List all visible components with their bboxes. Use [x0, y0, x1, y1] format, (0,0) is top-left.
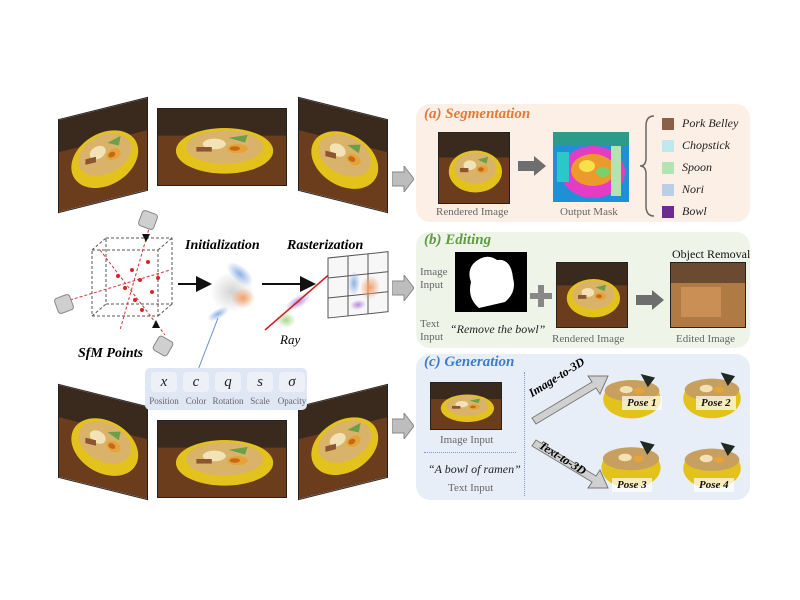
- gen-image-input: [430, 382, 502, 430]
- param-color-symbol: c: [183, 372, 209, 392]
- arrow-to-editing: [392, 275, 414, 301]
- camera-bottom: [152, 335, 174, 357]
- legend-brace: [640, 115, 655, 217]
- param-position-symbol: x: [151, 372, 177, 392]
- legend-swatch: [662, 162, 674, 174]
- gen-image-input-label: Image Input: [440, 434, 494, 446]
- view-photo-top-center: [157, 108, 287, 186]
- sfm-points-label: SfM Points: [78, 346, 143, 361]
- edit-edited-label: Edited Image: [676, 333, 735, 345]
- param-rotation-symbol: q: [215, 372, 241, 392]
- gen-vertical-separator: [524, 372, 525, 496]
- param-color-label: Color: [185, 396, 207, 406]
- view-photo-top-right: [298, 96, 388, 214]
- sfm-cube: [91, 237, 173, 317]
- param-scale-label: Scale: [250, 396, 270, 406]
- legend-swatch: [662, 184, 674, 196]
- seg-rendered-image: [438, 132, 510, 204]
- gen-text-input-label: Text Input: [448, 482, 494, 494]
- view-photo-top-left: [58, 96, 148, 214]
- edit-arrow: [636, 290, 664, 310]
- pose-3-label: Pose 3: [612, 478, 652, 492]
- camera-left: [54, 294, 74, 314]
- seg-rendered-label: Rendered Image: [436, 206, 509, 218]
- param-opacity-symbol: σ: [279, 372, 305, 392]
- plus-icon: [530, 285, 552, 307]
- legend-label: Chopstick: [682, 138, 730, 152]
- seg-mask-label: Output Mask: [560, 206, 618, 218]
- legend-swatch: [662, 140, 674, 152]
- edit-rendered-label: Rendered Image: [552, 333, 625, 345]
- seg-arrow: [518, 156, 546, 176]
- view-photo-bottom-left: [58, 383, 148, 501]
- legend-label: Bowl: [682, 204, 707, 218]
- edit-image-input-label: Image Input: [420, 266, 448, 291]
- view-photo-bottom-center: [157, 420, 287, 498]
- editing-title: (b) Editing: [424, 232, 492, 248]
- legend-swatch: [662, 118, 674, 130]
- initialization-label: Initialization: [185, 238, 260, 253]
- pose-4-label: Pose 4: [694, 478, 734, 492]
- pose-2-label: Pose 2: [696, 396, 736, 410]
- legend-label: Nori: [682, 182, 705, 196]
- gen-prompt: “A bowl of ramen”: [428, 462, 521, 476]
- text-to-3d-arrow: [531, 439, 609, 489]
- param-position-label: Position: [149, 396, 179, 406]
- pose-1-label: Pose 1: [622, 396, 662, 410]
- pose-2-render: [676, 360, 748, 422]
- param-scale-symbol: s: [247, 372, 273, 392]
- camera-top: [138, 210, 158, 230]
- image-to-3d-arrow: [531, 375, 609, 425]
- seg-output-mask: [553, 132, 629, 202]
- edit-edited-image: [670, 262, 746, 328]
- object-removal-label: Object Removal: [672, 247, 751, 261]
- generation-title: (c) Generation: [424, 354, 515, 370]
- gaussian-pipeline-diagram: [54, 210, 389, 371]
- legend-label: Spoon: [682, 160, 712, 174]
- raster-grid: [327, 251, 389, 319]
- pose-1-render: [596, 362, 668, 422]
- edit-prompt: “Remove the bowl”: [450, 322, 546, 336]
- rasterization-label: Rasterization: [287, 238, 364, 253]
- legend-swatch: [662, 206, 674, 218]
- param-rotation-label: Rotation: [212, 396, 244, 406]
- edit-rendered-image: [556, 262, 628, 328]
- arrow-to-segmentation: [392, 166, 414, 192]
- gen-dotted-separator: [424, 452, 516, 453]
- edit-text-input-label: Text Input: [420, 318, 444, 343]
- segmentation-title: (a) Segmentation: [424, 106, 531, 122]
- edit-binary-mask: [455, 252, 527, 312]
- param-opacity-label: Opacity: [277, 396, 307, 406]
- sfm-points: [116, 260, 160, 312]
- arrow-to-generation: [392, 413, 414, 439]
- legend-label: Pork Belley: [682, 116, 739, 130]
- ray-label: Ray: [280, 332, 301, 347]
